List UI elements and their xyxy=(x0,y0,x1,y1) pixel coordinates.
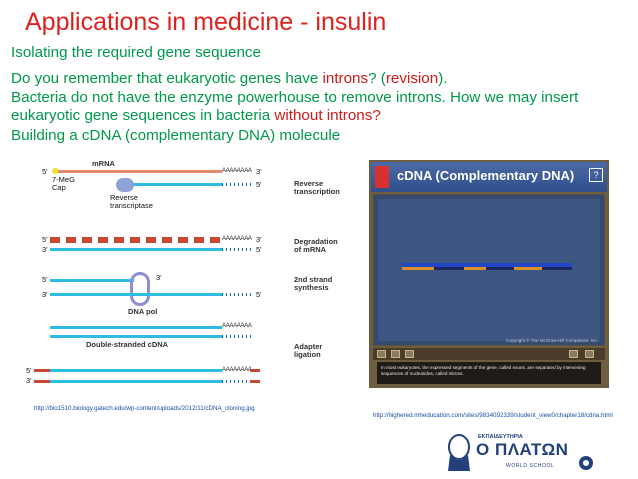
copyright-text: Copyright © The McGraw-Hill Companies, I… xyxy=(505,338,598,343)
step-degradation: Degradation of mRNA xyxy=(294,237,338,254)
slide-title: Applications in medicine - insulin xyxy=(25,8,387,36)
text-line-1: Isolating the required gene sequence xyxy=(11,44,261,61)
playback-controls xyxy=(373,348,605,360)
cap-icon xyxy=(52,168,59,174)
dna-strand-bottom xyxy=(402,267,572,270)
label-mrna: mRNA xyxy=(92,159,115,168)
label-reverse-transcriptase: Reverse transcriptase xyxy=(110,193,153,210)
text-segment: ). xyxy=(438,70,448,87)
source-url-left[interactable]: http://bio1510.biology.gatech.edu/wp-con… xyxy=(34,405,255,412)
bottom-strand xyxy=(50,380,222,383)
poly-a-tail: AAAAAAAA xyxy=(222,323,252,329)
label-three-prime: 3' xyxy=(156,273,162,282)
ib-emblem-icon xyxy=(579,456,593,470)
pause-button[interactable] xyxy=(405,350,414,358)
play-button[interactable] xyxy=(391,350,400,358)
poly-t-primer xyxy=(222,248,254,251)
introns-highlight: introns xyxy=(322,70,369,87)
label-three-prime: 3' xyxy=(42,290,48,299)
dna-pol-icon xyxy=(130,272,150,306)
stage-background xyxy=(378,199,600,341)
plato-bust-icon xyxy=(448,434,470,471)
bottom-strand xyxy=(50,335,222,338)
cdna-animation-panel: cDNA (Complementary DNA) ? Copyright © T… xyxy=(369,160,609,388)
cdna-strand xyxy=(130,183,222,186)
text-line-2: Do you remember that eukaryotic genes ha… xyxy=(11,70,447,87)
second-strand xyxy=(50,279,134,282)
label-three-prime: 3' xyxy=(42,245,48,254)
text-line-4: eukaryotic gene sequences in bacteria wi… xyxy=(11,107,381,124)
cdna-strand xyxy=(50,293,222,296)
label-five-prime: 5' xyxy=(26,366,32,375)
cdna-cloning-diagram: 5' mRNA AAAAAAAA 3' 7-MeG Cap 5' Reverse… xyxy=(26,159,340,392)
adapter-left xyxy=(34,369,50,372)
logo-name: Ο ΠΛΑΤΩΝ xyxy=(476,440,569,459)
label-three-prime: 3' xyxy=(256,235,262,244)
poly-t-primer xyxy=(222,183,254,186)
mrna-strand xyxy=(58,170,222,173)
label-five-prime: 5' xyxy=(256,245,262,254)
label-double-stranded: Double-stranded cDNA xyxy=(86,340,169,349)
poly-a-tail: AAAAAAAA xyxy=(222,367,252,373)
step-reverse-transcription: Reverse transcription xyxy=(294,179,340,196)
poly-t-primer xyxy=(222,335,254,338)
without-introns-highlight: without introns? xyxy=(274,107,381,124)
text-segment: Do you remember that eukaryotic genes ha… xyxy=(11,70,323,87)
audio-button[interactable] xyxy=(569,350,578,358)
label-five-prime: 5' xyxy=(42,235,48,244)
exon-segment xyxy=(402,267,434,270)
logo-tagline: WORLD SCHOOL xyxy=(506,463,555,469)
label-five-prime: 5' xyxy=(256,290,262,299)
step-adapter-ligation: Adapter ligation xyxy=(294,342,323,359)
label-three-prime: 3' xyxy=(26,376,32,385)
label-five-prime: 5' xyxy=(256,180,262,189)
reverse-transcriptase-icon xyxy=(116,178,134,192)
poly-a-tail: AAAAAAAA xyxy=(222,236,252,242)
stop-button[interactable] xyxy=(377,350,386,358)
text-line-3: Bacteria do not have the enzyme powerhou… xyxy=(11,89,579,106)
label-three-prime: 3' xyxy=(256,167,262,176)
animation-stage: Copyright © The McGraw-Hill Companies, I… xyxy=(373,194,605,346)
text-line-5: Building a cDNA (complementary DNA) mole… xyxy=(11,127,341,144)
step-second-strand: 2nd strand synthesis xyxy=(294,275,333,292)
school-logo: ΕΚΠΑΙΔΕΥΤΗΡΙΑ Ο ΠΛΑΤΩΝ WORLD SCHOOL xyxy=(444,433,594,473)
poly-a-tail: AAAAAAAA xyxy=(222,168,252,174)
text-button[interactable] xyxy=(585,350,594,358)
text-segment: eukaryotic gene sequences in bacteria xyxy=(11,107,275,124)
logo-subtitle: ΕΚΠΑΙΔΕΥΤΗΡΙΑ xyxy=(478,434,523,440)
top-strand xyxy=(50,369,222,372)
help-button[interactable]: ? xyxy=(589,168,603,182)
poly-t-primer xyxy=(222,293,254,296)
exon-segment xyxy=(464,267,486,270)
adapter-right xyxy=(250,380,260,383)
exon-segment xyxy=(514,267,542,270)
degraded-mrna-fragments xyxy=(50,237,222,243)
label-five-prime: 5' xyxy=(42,167,48,176)
animation-header: cDNA (Complementary DNA) ? xyxy=(371,162,607,192)
animation-caption: In most eukaryotes, the expressed segmen… xyxy=(377,362,601,384)
label-dna-pol: DNA pol xyxy=(128,307,158,316)
adapter-left xyxy=(34,380,50,383)
label-cap: 7-MeG Cap xyxy=(52,175,75,192)
publisher-logo xyxy=(375,166,389,188)
cdna-strand xyxy=(50,248,222,251)
dna-strand-top xyxy=(402,263,572,267)
animation-title: cDNA (Complementary DNA) xyxy=(397,168,575,183)
top-strand xyxy=(50,326,222,329)
text-segment: ? ( xyxy=(368,70,386,87)
source-url-right[interactable]: http://highered.mheducation.com/sites/98… xyxy=(373,412,613,419)
adapter-right xyxy=(250,369,260,372)
revision-highlight: revision xyxy=(385,70,439,87)
label-five-prime: 5' xyxy=(42,275,48,284)
poly-t-primer xyxy=(222,380,250,383)
